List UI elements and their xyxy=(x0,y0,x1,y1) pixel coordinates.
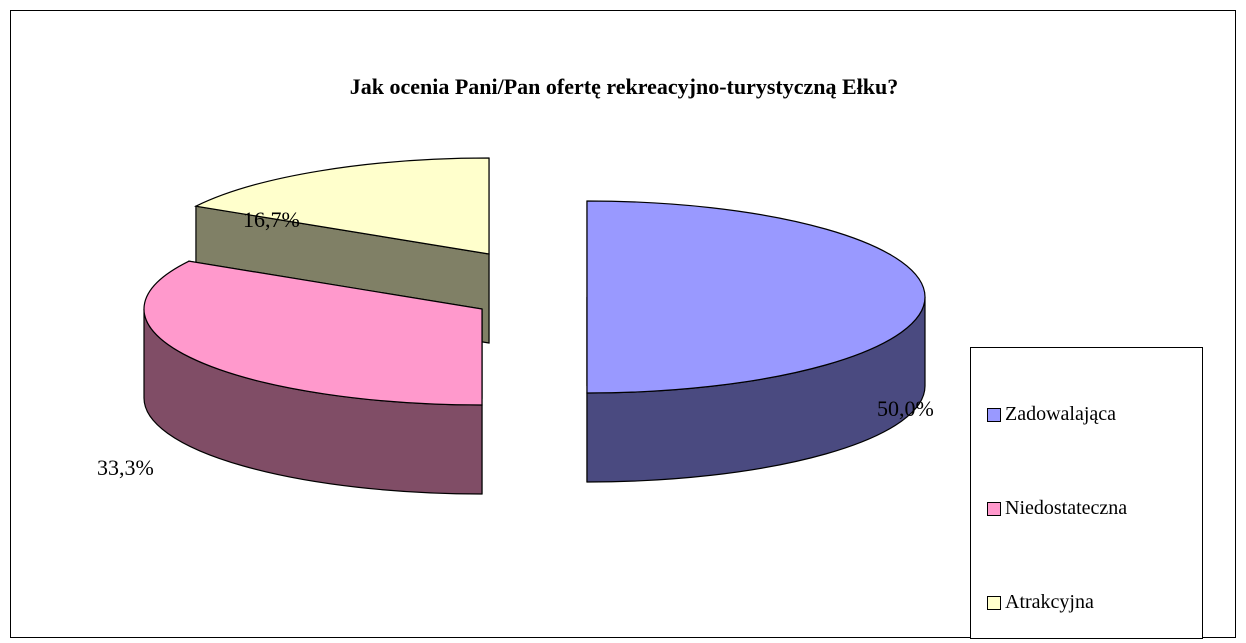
chart-frame: Jak ocenia Pani/Pan ofertę rekreacyjno-t… xyxy=(10,10,1236,639)
pie-slice-atrakcyjna xyxy=(193,157,490,255)
pie-slice-niedostateczna xyxy=(143,260,483,406)
data-label-zadowalajaca: 50,0% xyxy=(877,396,934,421)
legend-swatch-niedostateczna xyxy=(987,501,1001,516)
legend: Zadowalająca Niedostateczna Atrakcyjna xyxy=(970,347,1203,639)
legend-label-niedostateczna: Niedostateczna xyxy=(1005,497,1128,519)
legend-swatch-zadowalajaca xyxy=(987,407,1001,422)
legend-item-zadowalajaca: Zadowalająca xyxy=(987,403,1116,426)
legend-swatch-atrakcyjna xyxy=(987,595,1001,610)
legend-label-atrakcyjna: Atrakcyjna xyxy=(1005,591,1094,613)
data-label-niedostateczna: 33,3% xyxy=(97,455,154,480)
pie-tops xyxy=(143,157,926,406)
chart-title: Jak ocenia Pani/Pan ofertę rekreacyjno-t… xyxy=(349,74,899,99)
legend-item-niedostateczna: Niedostateczna xyxy=(987,497,1127,520)
pie-slice-zadowalajaca xyxy=(586,200,926,394)
pie-labels: 50,0% 33,3% 16,7% xyxy=(97,207,934,480)
pie-chart: 50,0% 33,3% 16,7% xyxy=(97,157,934,495)
data-label-atrakcyjna: 16,7% xyxy=(243,207,300,232)
legend-label-zadowalajaca: Zadowalająca xyxy=(1005,403,1117,425)
legend-item-atrakcyjna: Atrakcyjna xyxy=(987,591,1094,614)
